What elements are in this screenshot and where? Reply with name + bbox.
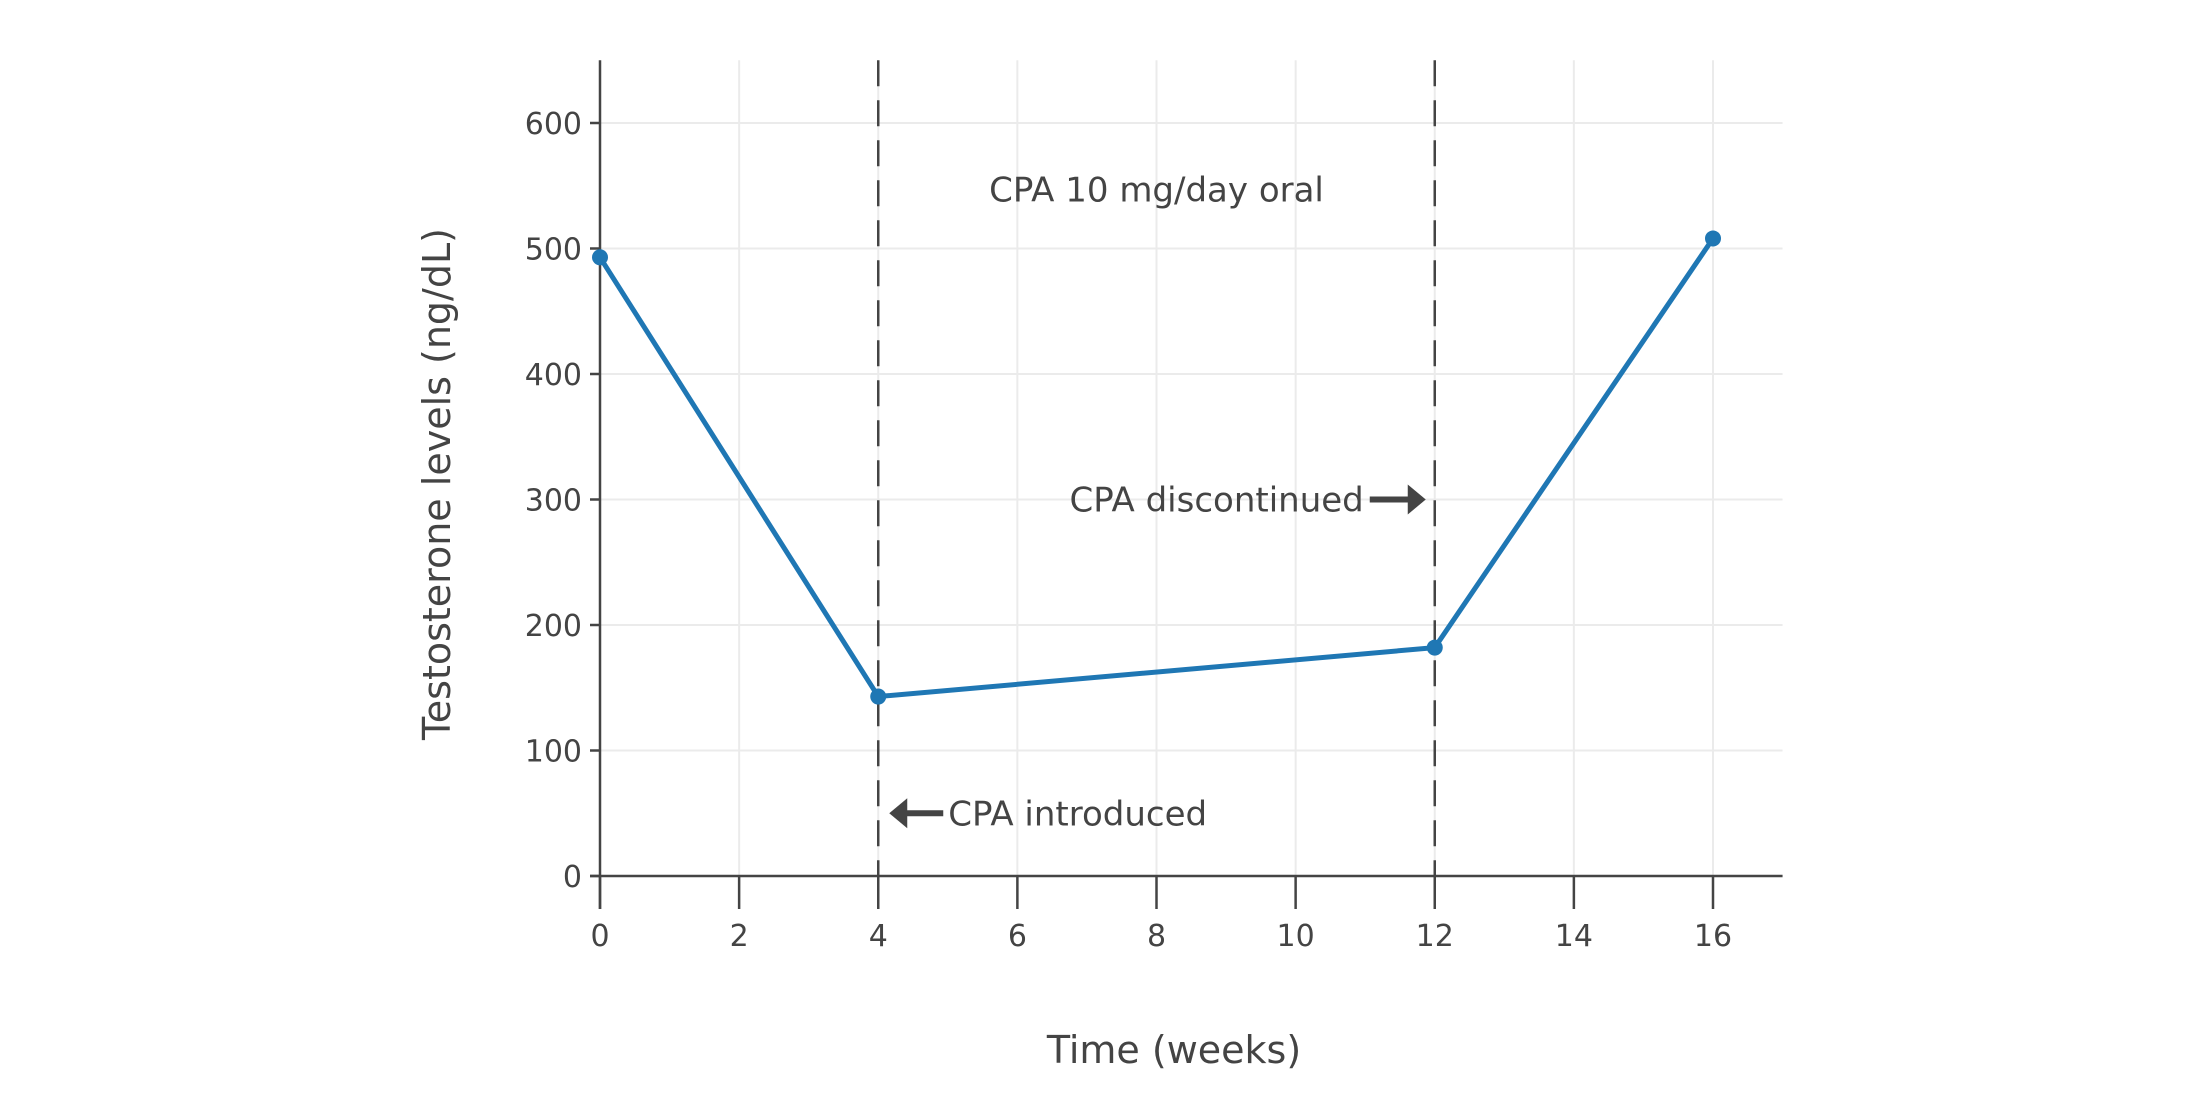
- y-tick-label: 300: [525, 484, 582, 519]
- y-tick-label: 0: [563, 860, 582, 895]
- x-tick-label: 14: [1555, 919, 1593, 954]
- x-tick-label: 4: [869, 919, 888, 954]
- x-tick-label: 8: [1147, 919, 1166, 954]
- x-tick-label: 16: [1694, 919, 1732, 954]
- x-tick-label: 12: [1416, 919, 1454, 954]
- y-tick-label: 400: [525, 358, 582, 393]
- x-tick-label: 2: [730, 919, 749, 954]
- reference-lines: [877, 60, 1436, 876]
- y-axis-title: Testosterone levels (ng/dL): [415, 228, 459, 741]
- y-tick-label: 200: [525, 609, 582, 644]
- annotation-text: CPA introduced: [948, 794, 1207, 834]
- arrowhead-icon: [1407, 484, 1426, 515]
- axes: 0 2 4 6 8 10 12 14 16 0 100 200 300 400 500 600: [525, 60, 1783, 954]
- y-tick-label: 500: [525, 233, 582, 268]
- series: [592, 230, 1721, 705]
- x-tick-label: 6: [1008, 919, 1027, 954]
- data-point: [870, 688, 887, 705]
- y-tick-label: 600: [525, 107, 582, 142]
- x-tick-label: 10: [1277, 919, 1315, 954]
- data-point: [1705, 230, 1721, 247]
- annotation-text: CPA 10 mg/day oral: [989, 171, 1324, 211]
- annotation-text: CPA discontinued: [1069, 481, 1363, 521]
- annotations: CPA 10 mg/day oral CPA discontinued CPA in…: [889, 171, 1426, 834]
- data-point: [1426, 639, 1443, 656]
- series-line: [597, 237, 1716, 700]
- y-tick-label: 100: [525, 735, 582, 770]
- x-tick-label: 0: [590, 919, 609, 954]
- x-axis-title: Time (weeks): [1046, 1028, 1301, 1072]
- arrowhead-icon: [889, 798, 908, 829]
- data-point: [592, 249, 608, 266]
